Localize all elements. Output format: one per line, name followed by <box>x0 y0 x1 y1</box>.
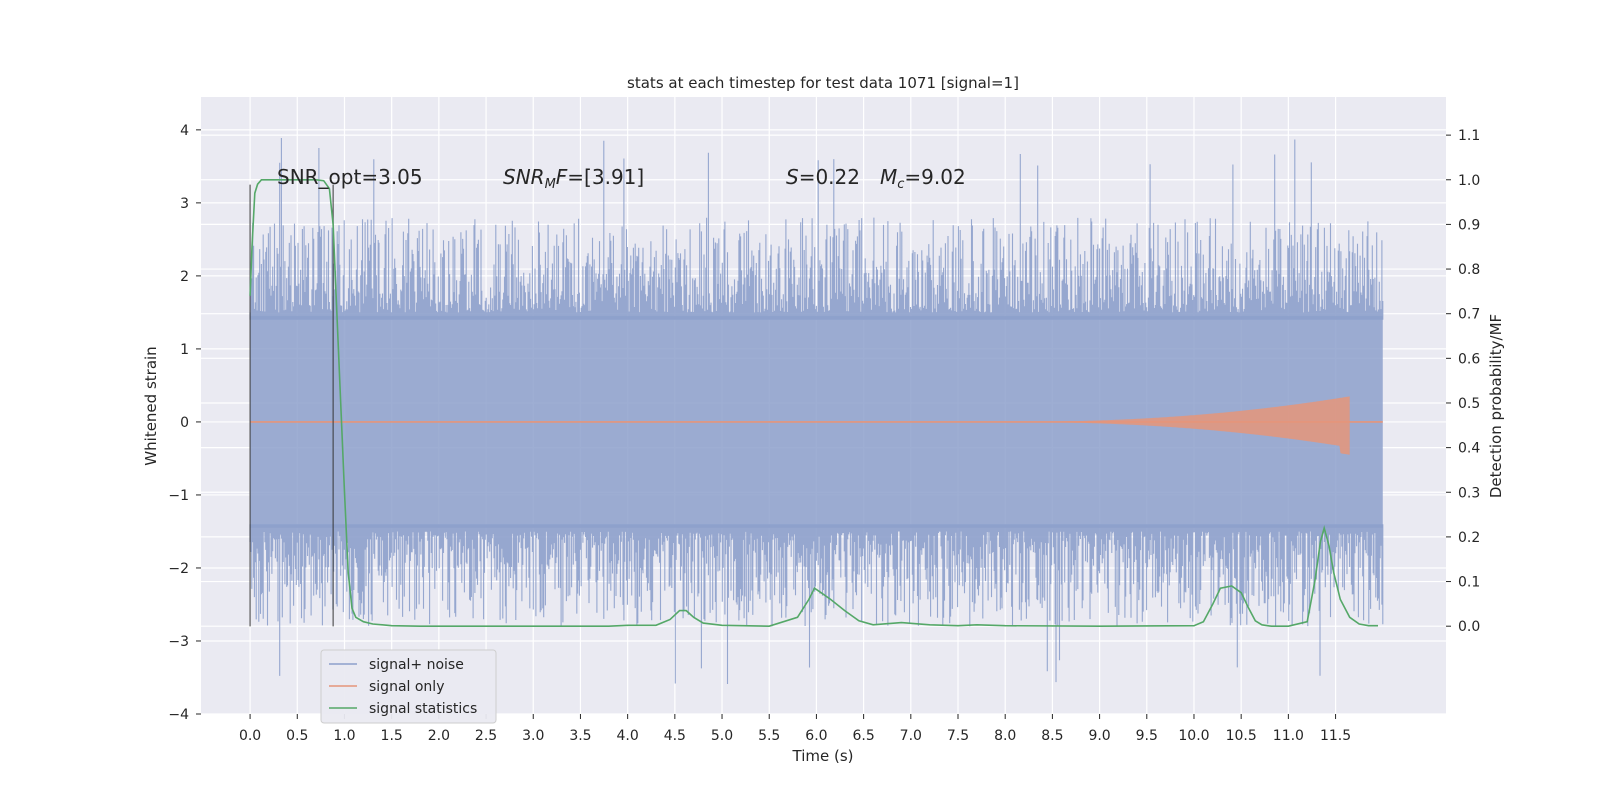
x-tick-label: 6.0 <box>805 728 827 744</box>
y-tick-label: 3 <box>180 196 189 212</box>
y-tick-labels: 4 3 2 1 0 −1 −2 −3 −4 <box>168 123 201 723</box>
legend-box <box>320 649 497 724</box>
x-tick-label: 10.0 <box>1178 728 1209 744</box>
x-tick-label: 7.0 <box>900 728 922 744</box>
y-tick-label: −3 <box>168 634 189 650</box>
y2-tick-label: 0.2 <box>1458 530 1480 546</box>
x-tick-label: 0.0 <box>239 728 261 744</box>
y-tick-label: −2 <box>168 561 189 577</box>
x-tick-label: 6.5 <box>852 728 874 744</box>
x-tick-label: 9.0 <box>1088 728 1110 744</box>
x-tick-label: 5.0 <box>711 728 733 744</box>
x-tick-label: 3.0 <box>522 728 544 744</box>
y2-tick-label: 0.6 <box>1458 351 1480 367</box>
y2-tick-label: 0.8 <box>1458 262 1480 278</box>
x-axis-label: Time (s) <box>792 747 854 765</box>
y2-tick-label: 0.0 <box>1458 619 1480 635</box>
y2-tick-label: 0.3 <box>1458 485 1480 501</box>
x-tick-label: 8.5 <box>1041 728 1063 744</box>
y2-tick-label: 0.7 <box>1458 307 1480 323</box>
y2-tick-label: 0.1 <box>1458 575 1480 591</box>
annotation-snr-mf: SNRMF=[3.91] <box>503 165 644 192</box>
y-tick-label: 2 <box>180 269 189 285</box>
legend-label-signal-statistics: signal statistics <box>369 701 477 717</box>
y-tick-label: 1 <box>180 342 189 358</box>
y-tick-label: 4 <box>180 123 189 139</box>
x-tick-label: 1.5 <box>381 728 403 744</box>
series-signal-statistics <box>249 179 1378 628</box>
y-tick-label: 0 <box>180 415 189 431</box>
series-layer <box>249 138 1384 684</box>
annotation-mc: Mc=9.02 <box>880 165 966 192</box>
y2-tick-label: 1.1 <box>1458 128 1480 144</box>
legend-label-signal-noise: signal+ noise <box>369 657 464 673</box>
x-tick-label: 4.5 <box>664 728 686 744</box>
y-axis-label: Whitened strain <box>142 346 160 465</box>
x-tick-label: 8.0 <box>994 728 1016 744</box>
x-tick-labels: 0.0 0.5 1.0 1.5 2.0 2.5 3.0 3.5 4.0 4.5 5.0 5.5 6.0 6… <box>239 714 1351 744</box>
y2-tick-label: 0.9 <box>1458 217 1480 233</box>
chart-title: stats at each timestep for test data 107… <box>627 74 1019 92</box>
x-tick-label: 5.5 <box>758 728 780 744</box>
legend: signal+ noise signal only signal statist… <box>320 649 497 724</box>
marker-lines <box>249 184 334 627</box>
y2-tick-label: 1.0 <box>1458 173 1480 189</box>
y2-tick-labels: 1.1 1.0 0.9 0.8 0.7 0.6 0.5 0.4 0.3 0.2 0.1 0.0 <box>1446 128 1480 635</box>
y-tick-label: −1 <box>168 488 189 504</box>
x-tick-label: 3.5 <box>569 728 591 744</box>
y2-tick-label: 0.4 <box>1458 441 1480 457</box>
x-tick-label: 2.5 <box>475 728 497 744</box>
x-tick-label: 11.5 <box>1320 728 1351 744</box>
x-tick-label: 2.0 <box>428 728 450 744</box>
series-signal-only <box>250 396 1383 455</box>
y2-tick-label: 0.5 <box>1458 396 1480 412</box>
y2-axis-label: Detection probability/MF <box>1487 314 1505 498</box>
y-tick-label: −4 <box>168 707 189 723</box>
chirp-envelope <box>1005 396 1350 455</box>
x-tick-label: 1.0 <box>333 728 355 744</box>
x-tick-label: 4.0 <box>617 728 639 744</box>
annotation-s: S=0.22 <box>786 165 860 189</box>
annotation-snr-opt: SNR_opt=3.05 <box>277 165 423 189</box>
x-tick-label: 0.5 <box>286 728 308 744</box>
x-tick-label: 10.5 <box>1226 728 1257 744</box>
legend-label-signal-only: signal only <box>369 679 444 695</box>
x-tick-label: 9.5 <box>1136 728 1158 744</box>
x-tick-label: 11.0 <box>1273 728 1304 744</box>
x-tick-label: 7.5 <box>947 728 969 744</box>
